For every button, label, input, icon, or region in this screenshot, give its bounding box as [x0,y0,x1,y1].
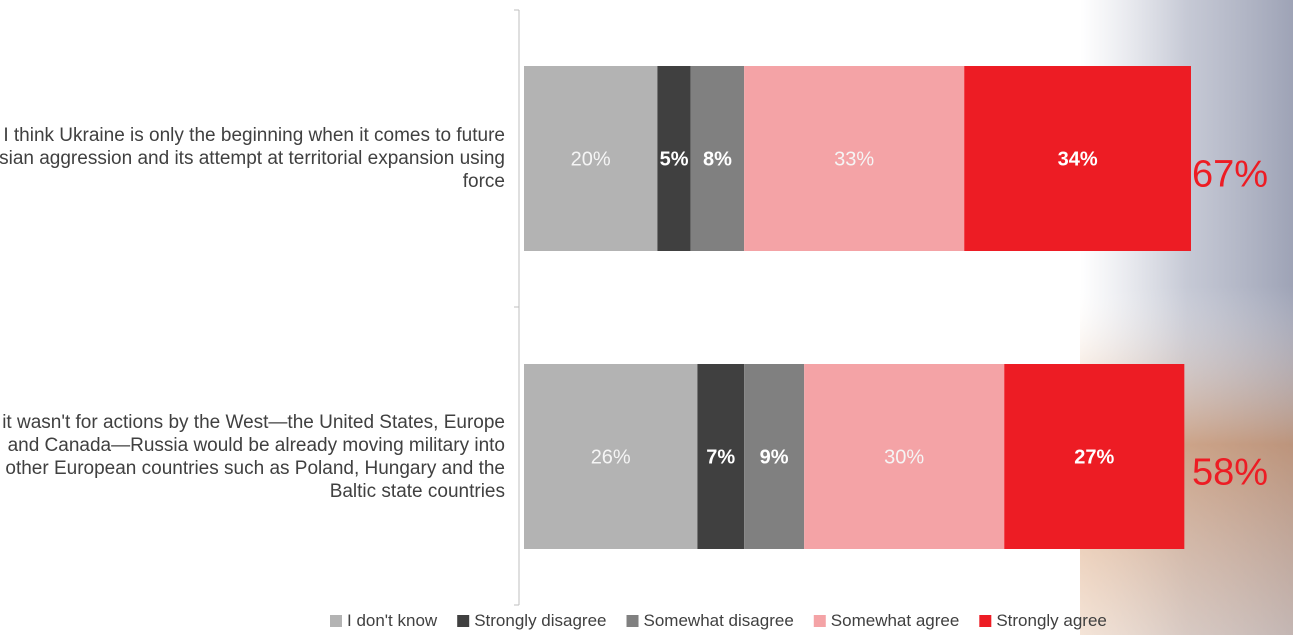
legend-label: Strongly disagree [474,611,606,630]
bar-segment [524,66,658,251]
total-label: 67% [1192,154,1268,196]
category-label: If it wasn't for actions by the West—the… [0,364,505,549]
legend-swatch [979,615,992,627]
bar-segment [964,66,1191,251]
bar-segment [524,364,698,549]
data-label: 8% [703,149,732,171]
category-label-text: If it wasn't for actions by the West—the… [0,411,505,502]
data-label: 30% [884,447,924,469]
category-label: I think Ukraine is only the beginning wh… [0,66,505,251]
category-label-text: I think Ukraine is only the beginning wh… [0,125,505,192]
data-label: 27% [1074,447,1114,469]
data-label: 26% [591,447,631,469]
total-label: 58% [1192,452,1268,494]
legend-label: Somewhat disagree [644,611,794,630]
data-label: 33% [834,149,874,171]
data-label: 5% [660,149,689,171]
legend-label: Strongly agree [996,611,1107,630]
legend-swatch [330,615,342,627]
legend-swatch [457,615,470,627]
data-label: 20% [571,149,611,171]
data-label: 34% [1058,149,1098,171]
legend-label: I don't know [347,611,438,630]
bar-segment [744,364,805,549]
legend-swatch [813,615,826,627]
bar-segment [697,364,745,549]
legend-swatch [626,615,639,627]
bar-segment [690,66,745,251]
bar-segment [744,66,965,251]
bar-segment [804,364,1005,549]
data-label: 7% [706,447,735,469]
bar-segment [1004,364,1185,549]
bar-segment [657,66,691,251]
legend-label: Somewhat agree [831,611,960,630]
data-label: 9% [760,447,789,469]
